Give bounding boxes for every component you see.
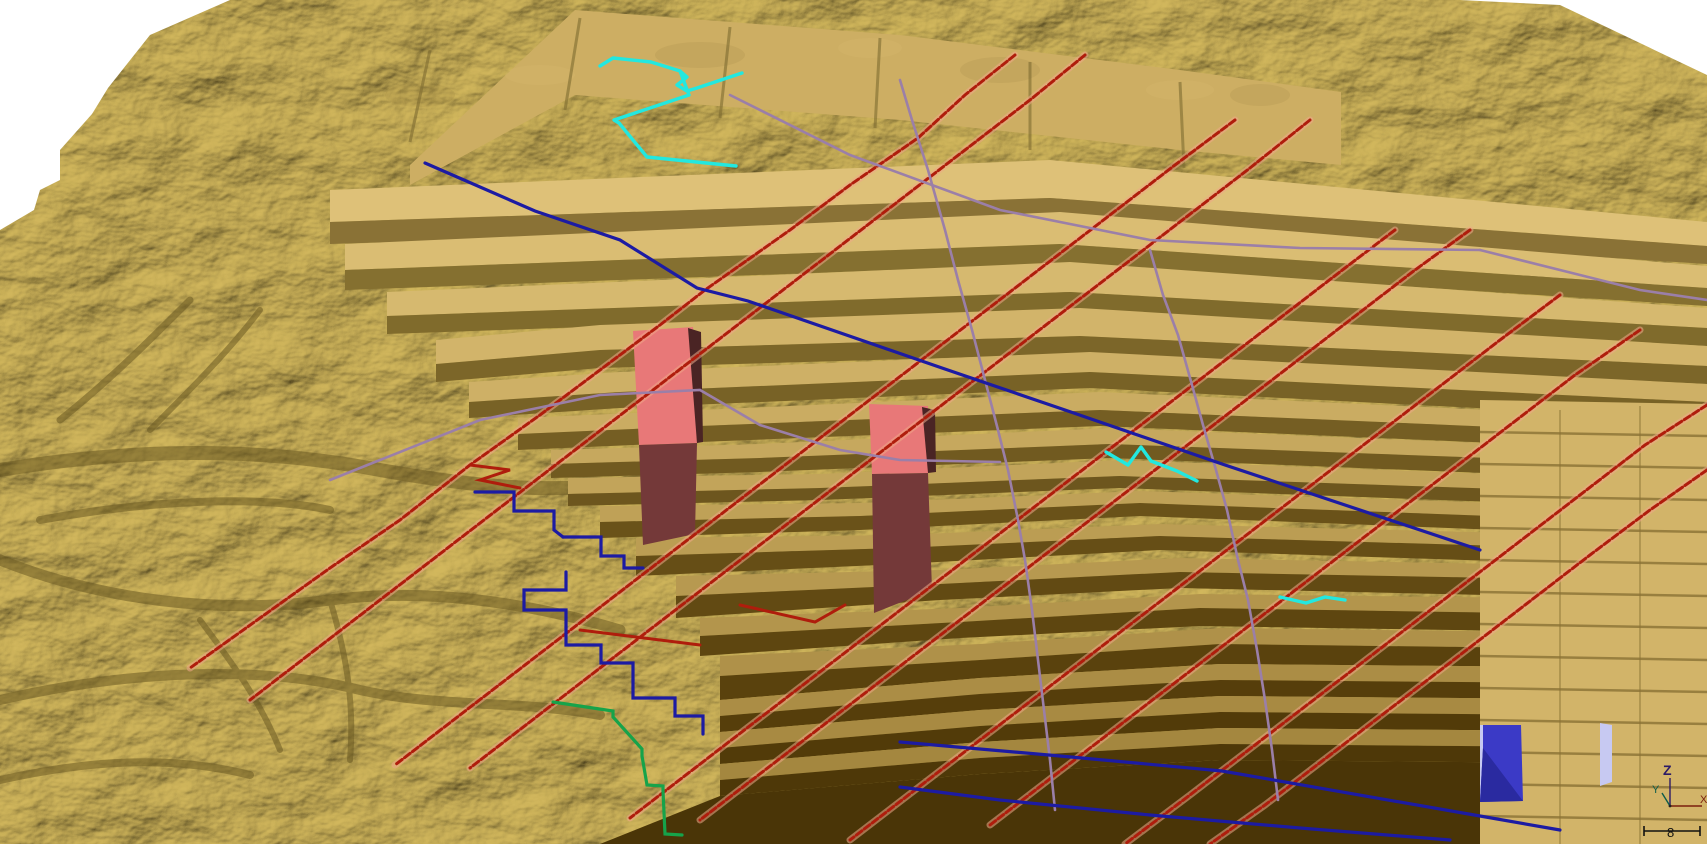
svg-text:Y: Y: [1652, 784, 1660, 796]
svg-text:Z: Z: [1663, 762, 1672, 778]
svg-text:X: X: [1700, 794, 1707, 806]
svg-text:8: 8: [1667, 825, 1674, 840]
